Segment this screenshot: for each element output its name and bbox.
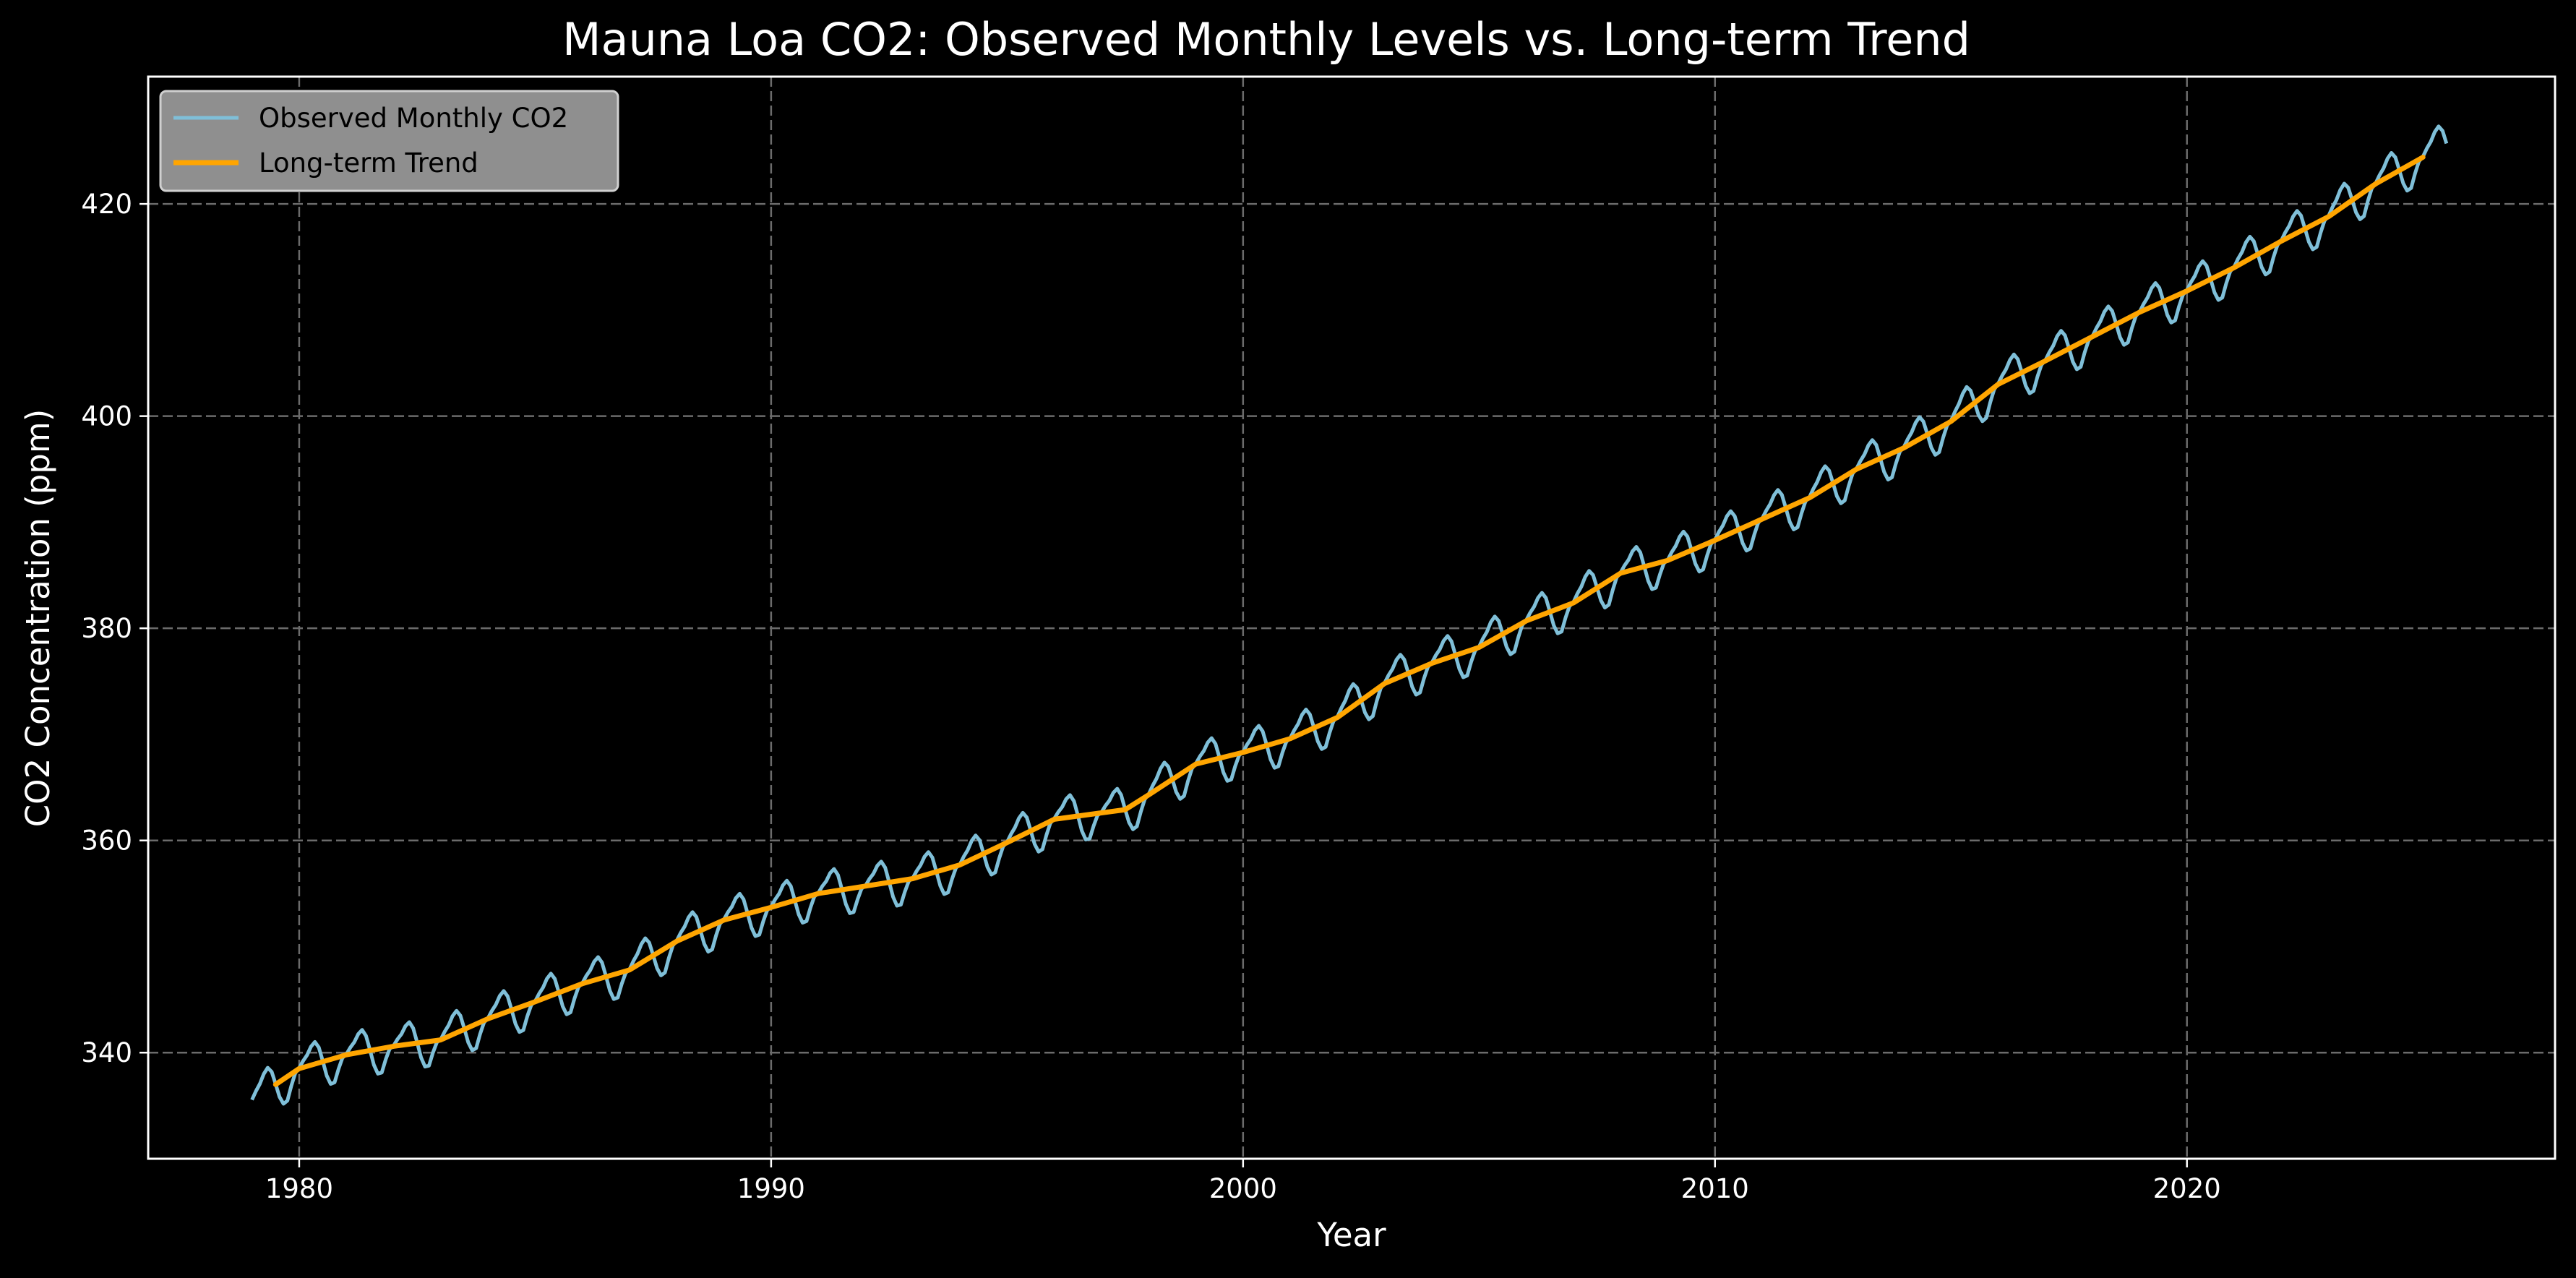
x-tick-label: 1990: [737, 1173, 805, 1204]
chart-title: Mauna Loa CO2: Observed Monthly Levels v…: [562, 13, 1970, 66]
observed-co2-line: [250, 124, 2449, 1106]
y-tick-label: 420: [81, 189, 132, 220]
y-tick-label: 400: [81, 401, 132, 432]
legend-label-observed: Observed Monthly CO2: [259, 103, 568, 134]
trend-line: [272, 155, 2426, 1087]
y-tick-label: 360: [81, 825, 132, 857]
plot-frame: [147, 75, 2556, 1160]
x-tick-label: 1980: [265, 1173, 333, 1204]
x-tick-label: 2020: [2153, 1173, 2221, 1204]
x-axis-label: Year: [1316, 1216, 1386, 1254]
legend: Observed Monthly CO2 Long-term Trend: [159, 90, 619, 192]
axis-ticks: 1980 1990 2000 2010 2020 340 360 380 400 420: [81, 189, 2220, 1204]
legend-box: [159, 90, 619, 192]
legend-label-trend: Long-term Trend: [259, 147, 478, 179]
y-axis-label: CO2 Concentration (ppm): [19, 409, 57, 828]
y-tick-label: 340: [81, 1037, 132, 1068]
y-tick-label: 380: [81, 613, 132, 644]
x-tick-label: 2010: [1681, 1173, 1749, 1204]
x-tick-label: 2000: [1209, 1173, 1277, 1204]
grid: [148, 77, 2555, 1159]
